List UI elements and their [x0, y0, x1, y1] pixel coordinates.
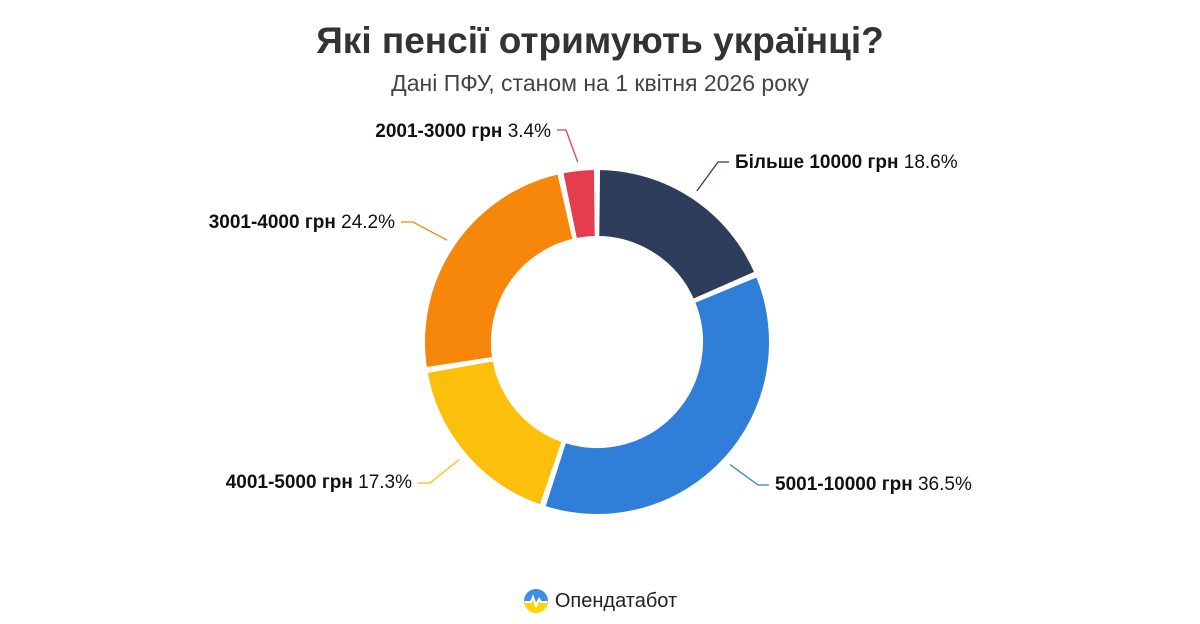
leader-line-3 [401, 221, 448, 241]
slice-value-2: 17.3% [358, 472, 412, 493]
donut-slice-3 [423, 172, 575, 370]
slice-label-0: Більше 10000 грн 18.6% [735, 152, 958, 173]
leader-line-0 [696, 161, 729, 192]
slice-label-2: 4001-5000 грн 17.3% [226, 472, 412, 493]
slice-value-3: 24.2% [341, 212, 395, 233]
slice-value-0: 18.6% [904, 152, 958, 173]
donut-slice-1 [543, 274, 771, 516]
chart-title: Які пенсії отримують українці? [316, 20, 884, 61]
slice-label-4: 2001-3000 грн 3.4% [375, 121, 551, 142]
leader-line-4 [557, 129, 579, 163]
chart-subtitle: Дані ПФУ, станом на 1 квітня 2026 року [391, 70, 809, 96]
brand: Опендатабот [0, 588, 1200, 614]
donut-slice-0 [597, 167, 757, 302]
slice-category-3: 3001-4000 грн [209, 212, 341, 233]
slice-category-1: 5001-10000 грн [775, 474, 918, 495]
leader-line-1 [729, 464, 769, 486]
slice-category-0: Більше 10000 грн [735, 152, 904, 173]
donut-slice-4 [561, 167, 597, 241]
brand-name: Опендатабот [554, 589, 678, 612]
donut-slice-2 [425, 359, 565, 507]
slice-category-4: 2001-3000 грн [375, 121, 507, 142]
slice-category-2: 4001-5000 грн [226, 472, 358, 493]
slice-value-1: 36.5% [918, 474, 972, 495]
slice-label-3: 3001-4000 грн 24.2% [209, 212, 395, 233]
opendatabot-logo-icon [523, 589, 548, 613]
leader-line-2 [418, 459, 460, 484]
slice-label-1: 5001-10000 грн 36.5% [775, 474, 972, 495]
slice-value-4: 3.4% [508, 121, 551, 142]
